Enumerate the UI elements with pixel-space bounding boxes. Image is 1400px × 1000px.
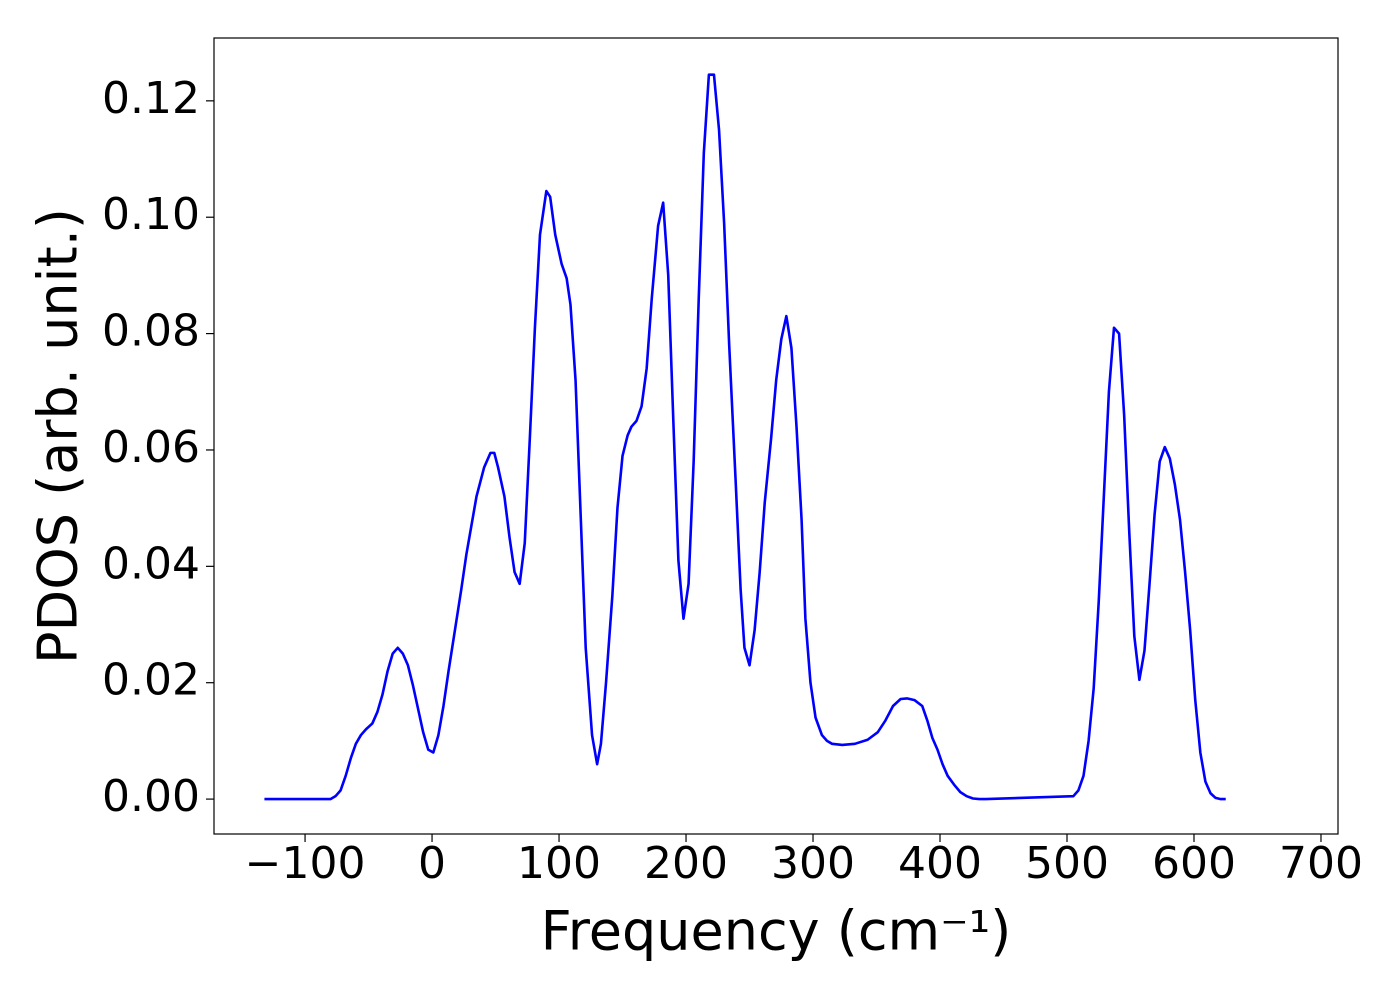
y-tick-label: 0.12 xyxy=(102,73,200,124)
x-tick-label: 700 xyxy=(1279,838,1363,889)
x-tick-label: −100 xyxy=(245,838,366,889)
y-axis-label: PDOS (arb. unit.) xyxy=(27,208,90,664)
y-tick-label: 0.10 xyxy=(102,189,200,240)
x-tick-label: 100 xyxy=(517,838,601,889)
y-tick-label: 0.04 xyxy=(102,538,200,589)
x-tick-label: 0 xyxy=(418,838,446,889)
y-tick-label: 0.02 xyxy=(102,655,200,706)
x-tick-label: 400 xyxy=(898,838,982,889)
x-tick-label: 200 xyxy=(644,838,728,889)
y-tick-label: 0.08 xyxy=(102,306,200,357)
pdos-line xyxy=(264,73,1226,801)
x-axis-label: Frequency (cm⁻¹) xyxy=(541,900,1012,963)
x-tick-label: 300 xyxy=(771,838,855,889)
y-tick-label: 0.06 xyxy=(102,422,200,473)
y-tick-label: 0.00 xyxy=(102,771,200,822)
plot-frame xyxy=(213,37,1339,835)
x-tick-label: 500 xyxy=(1025,838,1109,889)
x-tick-label: 600 xyxy=(1152,838,1236,889)
